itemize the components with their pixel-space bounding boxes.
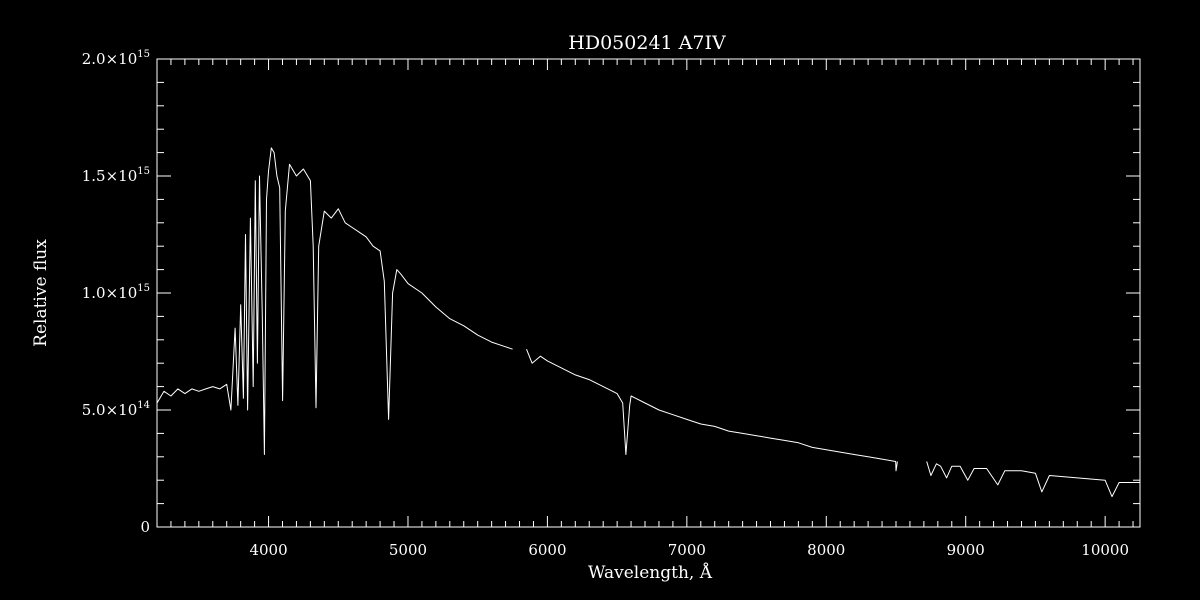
y-tick-label: 1.5×1015 (82, 166, 150, 185)
y-axis-label: Relative flux (31, 239, 51, 347)
x-tick-labels: 4000 5000 6000 7000 8000 9000 10000 (249, 541, 1129, 559)
spectrum-line-segment (526, 349, 898, 472)
spectrum-series (156, 147, 1140, 498)
axis-ticks (156, 58, 1140, 528)
x-tick-label: 5000 (389, 541, 427, 559)
y-tick-label: 5.0×1014 (82, 400, 150, 419)
x-tick-label: 7000 (668, 541, 706, 559)
chart-title: HD050241 A7IV (568, 32, 726, 54)
y-tick-labels: 0 5.0×1014 1.0×1015 1.5×1015 2.0×1015 (82, 49, 150, 536)
x-tick-label: 4000 (249, 541, 287, 559)
x-tick-label: 10000 (1081, 541, 1129, 559)
spectrum-line-segment (926, 461, 1140, 498)
y-tick-label: 0 (140, 518, 150, 536)
y-tick-label: 1.0×1015 (82, 283, 150, 302)
y-tick-label: 2.0×1015 (82, 49, 150, 68)
x-tick-label: 9000 (947, 541, 985, 559)
spectrum-line-segment (156, 147, 513, 455)
x-tick-label: 6000 (528, 541, 566, 559)
x-axis-label: Wavelength, Å (588, 562, 713, 583)
x-tick-label: 8000 (807, 541, 845, 559)
